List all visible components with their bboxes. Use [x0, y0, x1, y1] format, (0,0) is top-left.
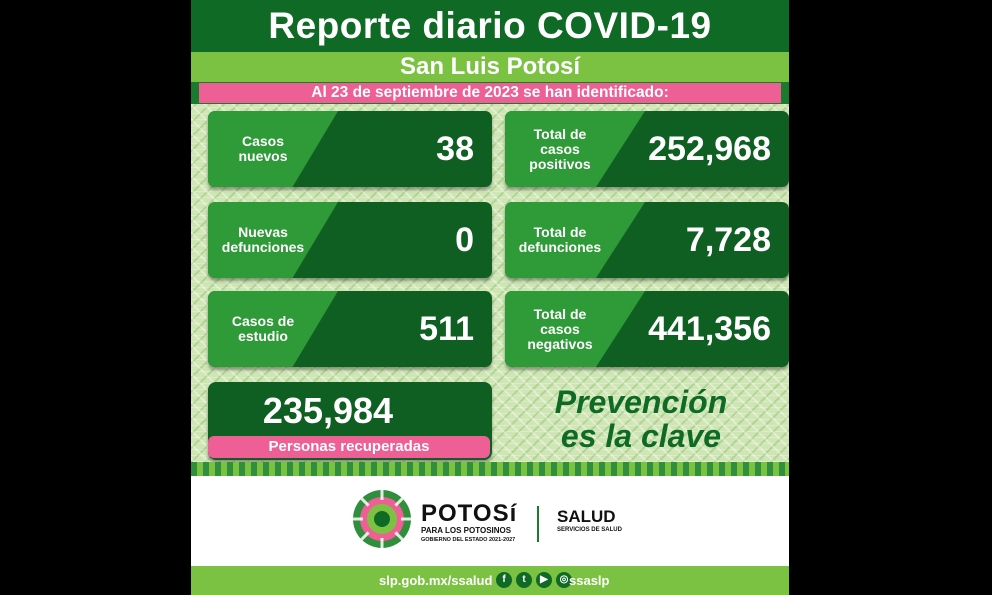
- recovered-label: Personas recuperadas: [208, 436, 490, 458]
- brand-sub: PARA LOS POTOSINOS: [421, 526, 512, 535]
- social-icons: f t ▶ ◎: [496, 572, 572, 588]
- instagram-icon[interactable]: ◎: [556, 572, 572, 588]
- potosi-brand: POTOSí PARA LOS POTOSINOS GOBIERNO DEL E…: [421, 502, 517, 544]
- card-label: Nuevas defunciones: [221, 224, 305, 255]
- decorative-stripe: [191, 462, 789, 476]
- footer-logos: POTOSí PARA LOS POTOSINOS GOBIERNO DEL E…: [191, 476, 789, 566]
- slogan-line-1: Prevención: [554, 384, 728, 420]
- card-value: 252,968: [648, 129, 771, 168]
- brand-tiny: GOBIERNO DEL ESTADO 2021-2027: [421, 537, 516, 543]
- twitter-icon[interactable]: t: [516, 572, 532, 588]
- youtube-icon[interactable]: ▶: [536, 572, 552, 588]
- social-handle[interactable]: ssaslp: [569, 573, 610, 588]
- card-value: 7,728: [685, 220, 771, 259]
- salud-tiny: SERVICIOS DE SALUD: [557, 527, 622, 533]
- card-value: 511: [419, 309, 474, 348]
- slogan-line-2: es la clave: [560, 418, 722, 454]
- salud-name: SALUD: [557, 507, 616, 526]
- card-value: 441,356: [648, 309, 771, 348]
- card-label: Casos nuevos: [238, 133, 288, 164]
- card-casos-de-estudio: Casos de estudio 511: [208, 291, 492, 367]
- report-title: Reporte diario COVID-19: [191, 0, 789, 52]
- card-nuevas-defunciones: Nuevas defunciones 0: [208, 202, 492, 278]
- covid-report-poster: Reporte diario COVID-19 San Luis Potosí …: [191, 0, 789, 595]
- card-total-negativos: Total de casos negativos 441,356: [505, 291, 789, 367]
- bottom-bar: slp.gob.mx/ssalud f t ▶ ◎ ssaslp: [191, 566, 789, 595]
- card-label: Total de casos positivos: [529, 125, 591, 172]
- salud-brand: SALUD SERVICIOS DE SALUD: [557, 508, 622, 535]
- slogan: Prevención es la clave: [511, 385, 771, 453]
- card-total-positivos: Total de casos positivos 252,968: [505, 111, 789, 187]
- brand-name: POTOSí: [421, 500, 518, 527]
- date-line: Al 23 de septiembre de 2023 se han ident…: [199, 83, 781, 103]
- state-subtitle: San Luis Potosí: [191, 52, 789, 82]
- card-casos-nuevos: Casos nuevos 38: [208, 111, 492, 187]
- card-total-defunciones: Total de defunciones 7,728: [505, 202, 789, 278]
- card-value: 0: [455, 220, 474, 259]
- card-value: 38: [436, 129, 474, 168]
- recovered-card: 235,984 Personas recuperadas: [208, 382, 492, 460]
- card-label: Total de casos negativos: [527, 305, 593, 352]
- facebook-icon[interactable]: f: [496, 572, 512, 588]
- card-label: Casos de estudio: [231, 313, 295, 344]
- website-link[interactable]: slp.gob.mx/ssalud: [379, 573, 493, 588]
- footer-divider: [537, 506, 539, 542]
- recovered-value: 235,984: [262, 390, 394, 431]
- card-label: Total de defunciones: [518, 224, 602, 255]
- potosi-logo-icon: [353, 490, 411, 548]
